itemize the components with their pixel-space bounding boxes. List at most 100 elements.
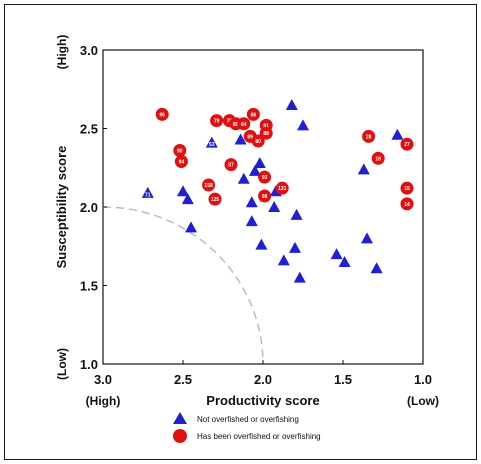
data-point-triangle [285,98,298,110]
y-tick-label: 1.0 [80,357,98,372]
data-point-triangle [237,172,250,184]
point-label: 79 [214,119,220,125]
triangle-marker [245,215,258,227]
y-axis-low-label: (Low) [55,348,69,380]
data-point-circle: 158 [202,178,216,192]
circle-marker [174,154,188,168]
data-point-triangle [330,248,343,260]
triangle-marker [253,157,266,169]
data-point-circle: 88 [259,126,273,140]
x-axis-title: Productivity score [206,393,319,408]
circle-marker [258,170,272,184]
point-label: 89 [247,134,253,140]
triangle-marker [249,164,261,176]
triangle-marker [245,196,258,208]
data-point-circle: 18 [371,151,385,165]
data-point-triangle [255,238,268,250]
point-label: 88 [263,131,269,137]
plot-area [102,49,424,365]
point-label: 27 [404,142,410,148]
point-label: 158 [204,183,213,189]
threshold-arc [102,206,264,365]
data-point-circle: 98 [258,189,272,203]
data-point-triangle [361,232,373,244]
data-point-triangle [245,215,258,227]
y-tick-label: 2.5 [80,122,98,137]
data-point-circle: 131 [275,181,289,195]
circle-marker [258,189,272,203]
triangle-marker [205,136,218,148]
data-point-circle: 125 [208,192,222,206]
point-label: 93 [262,175,268,181]
data-point-circle: 64 [237,117,251,131]
point-label: 90 [177,148,183,154]
x-tick-label: 2.5 [174,372,192,387]
data-point-triangle [245,196,258,208]
point-label: 131 [278,186,287,192]
point-label: 125 [211,197,220,203]
data-point-triangle [249,164,261,176]
data-point-triangle [289,241,301,253]
y-tick-label: 2.0 [80,200,98,215]
data-point-circle: 86 [246,107,260,121]
point-label: 80 [255,139,261,145]
axis-ticks: 3.0 2.5 2.0 1.5 1.0 1.0 1.5 2.0 2.5 3.0 [80,43,432,387]
x-axis-high-label: (High) [86,394,121,408]
data-point-triangle [277,254,290,266]
triangle-marker [391,128,404,140]
point-label: 28 [366,134,372,140]
point-label: 94 [179,159,185,165]
triangle-marker [370,262,383,274]
data-point-triangle [297,119,309,131]
x-tick-label: 1.0 [414,372,432,387]
data-point-circle: 87 [224,158,238,172]
y-axis-high-label: (High) [55,35,69,70]
x-tick-label: 3.0 [94,372,112,387]
data-point-triangle [338,255,351,267]
x-axis-low-label: (Low) [407,394,439,408]
triangle-marker [141,186,154,198]
data-point-triangle [290,208,303,220]
circle-marker [371,151,385,165]
point-label: 96 [159,112,165,118]
triangle-marker [290,208,303,220]
data-point-triangle [370,262,383,274]
point-label: 98 [262,194,268,200]
point-label: 53 [209,142,215,148]
triangle-marker [361,232,373,244]
triangle-marker [277,254,290,266]
circle-marker [237,117,251,131]
legend: Not overfished or overfishing Has been o… [173,412,321,443]
point-label: 18 [375,156,381,162]
circle-marker [400,181,414,195]
triangle-marker [268,201,281,212]
legend-label-not-overfished: Not overfished or overfishing [197,415,299,424]
circle-marker [362,129,376,143]
data-point-triangle [391,128,404,140]
circle-marker [259,126,273,140]
data-point-triangle [185,221,197,233]
y-tick-label: 3.0 [80,43,98,58]
point-label: 81 [263,123,269,129]
data-point-triangle [293,271,306,283]
data-point-circle: 79 [210,114,224,128]
circle-marker [251,134,265,148]
triangle-marker [293,271,306,283]
y-tick-label: 1.5 [80,279,98,294]
triangle-marker [285,98,298,110]
data-point-triangle [181,193,194,205]
circle-marker [224,158,238,172]
triangle-marker [297,119,309,131]
data-point-triangle [234,133,247,145]
data-point-circle: 96 [155,107,169,121]
circle-marker [400,197,414,211]
triangle-marker [185,221,197,233]
circle-marker [155,107,169,121]
triangle-marker [237,172,250,184]
point-label: 15 [404,186,410,192]
data-point-circle: 90 [173,143,187,157]
data-point-circle: 80 [251,134,265,148]
circle-marker [400,137,414,151]
